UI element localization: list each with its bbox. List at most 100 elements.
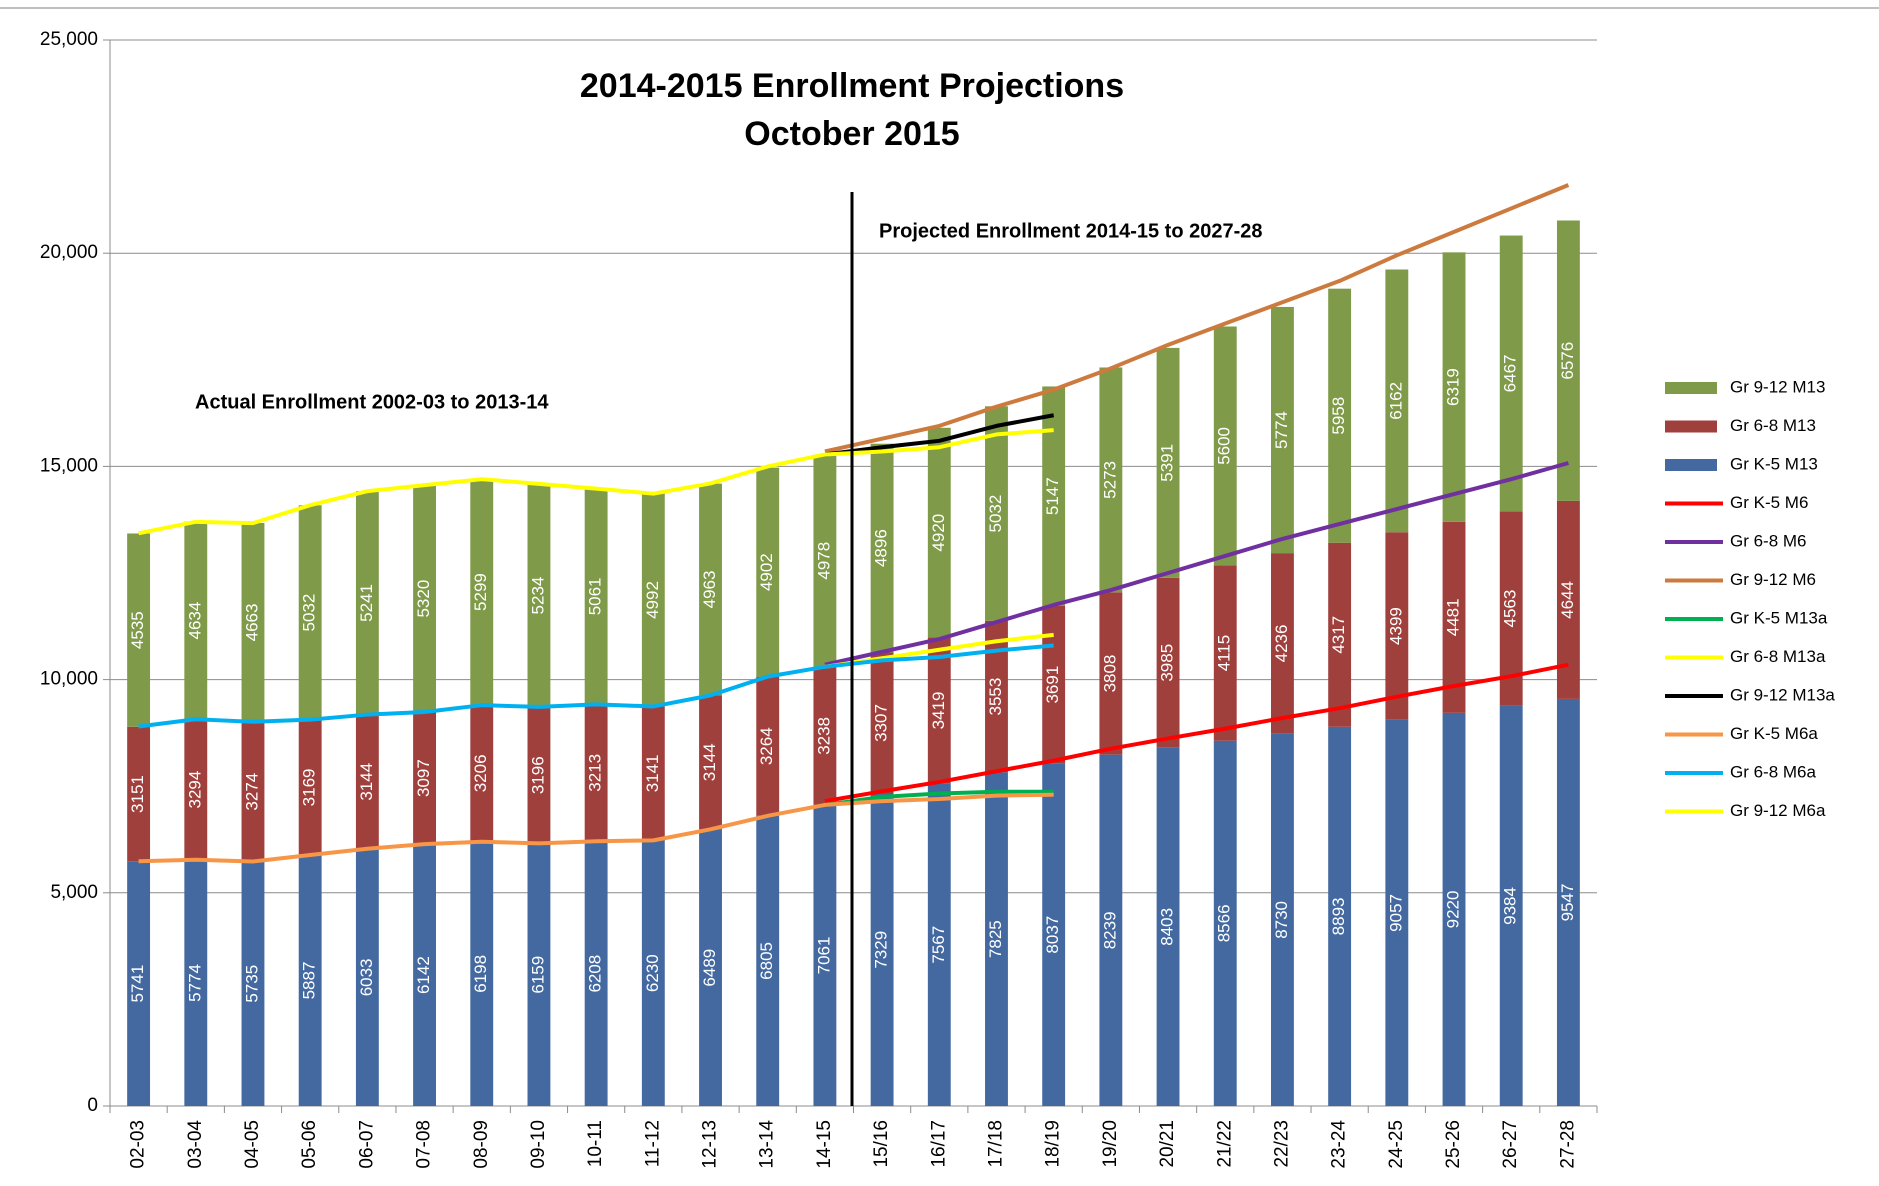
bar-segment [699,695,722,830]
bar-segment [1099,754,1123,1106]
legend-label: Gr K-5 M13 [1730,454,1818,473]
data-label: 8239 [1100,911,1119,949]
data-label: 3553 [986,678,1005,716]
bar-segment [413,844,436,1106]
bar-segment [1385,719,1409,1106]
chart-title: 2014-2015 Enrollment Projections [580,67,1124,105]
x-tick-label: 08-09 [471,1120,492,1169]
data-label: 5320 [414,580,433,618]
data-label: 4992 [643,581,662,619]
data-label: 3264 [757,727,776,765]
x-tick-label: 19/20 [1100,1120,1121,1168]
data-label: 4535 [128,611,147,649]
data-label: 7061 [814,937,833,975]
bar-segment [756,467,780,677]
bar-segment [298,505,322,720]
data-label: 7329 [872,931,891,969]
bar-segment [870,652,894,794]
data-label: 4115 [1215,635,1234,672]
data-label: 5032 [986,495,1005,533]
legend-label: Gr K-5 M6 [1730,493,1808,512]
x-tick-label: 26-27 [1500,1120,1521,1169]
bar-segment [1442,521,1466,713]
data-label: 5774 [185,964,204,1002]
x-tick-label: 03-04 [185,1120,206,1169]
bar-segment [584,488,608,705]
bar-segment [1499,235,1523,512]
x-tick-label: 12-13 [700,1120,721,1169]
data-label: 3808 [1100,655,1119,693]
legend-label: Gr K-5 M6a [1730,724,1818,743]
data-label: 5061 [586,577,605,615]
bar-segment [985,772,1008,1106]
bar-segment [1042,386,1066,606]
bar-segment [1499,511,1523,706]
data-label: 3307 [872,704,891,742]
legend-label: Gr 9-12 M6a [1730,801,1826,820]
bar-segment [870,443,894,653]
bar-segment [813,454,837,667]
x-tick-label: 18/19 [1043,1120,1064,1168]
x-tick-label: 16/17 [928,1120,949,1168]
annotation: Actual Enrollment 2002-03 to 2013-14 [195,391,549,413]
data-label: 6208 [586,955,605,993]
data-label: 5032 [300,594,319,632]
x-tick-label: 11-12 [642,1120,663,1167]
data-label: 6805 [757,942,776,980]
data-label: 6319 [1444,368,1463,406]
data-label: 3141 [643,754,662,792]
legend-label: Gr 9-12 M13a [1730,685,1835,704]
bar-segment [699,829,722,1106]
bar-segment [127,533,151,727]
bar-segment [1099,592,1123,755]
data-label: 4663 [242,604,261,642]
y-tick-label: 5,000 [50,882,98,903]
x-tick-label: 21/22 [1214,1120,1235,1168]
x-tick-label: 09-10 [528,1120,549,1169]
bar-segment [127,861,151,1106]
data-label: 4563 [1501,590,1520,628]
data-label: 4644 [1558,581,1577,619]
legend-swatch [1665,382,1717,394]
x-tick-label: 15/16 [871,1120,892,1168]
data-label: 6159 [528,956,547,994]
bar-segment [1556,500,1580,699]
legend-swatch [1665,459,1717,471]
line-series [138,792,1054,864]
bar-segment [813,666,837,805]
data-label: 8893 [1329,897,1348,935]
data-label: 7567 [929,926,948,964]
data-label: 3169 [300,769,319,807]
bar-segment [1042,763,1066,1106]
x-tick-label: 27-28 [1557,1120,1578,1169]
bar-segment [584,841,608,1106]
line-series [138,643,1054,729]
x-tick-label: 17/18 [985,1120,1006,1168]
data-label: 5887 [300,962,319,1000]
x-tick-label: 13-14 [757,1120,778,1169]
bar-segment [413,712,436,845]
data-label: 4963 [700,571,719,609]
y-tick-label: 0 [87,1095,98,1116]
bar-segment [1271,306,1294,554]
bar-segment [355,848,379,1106]
legend-label: Gr 6-8 M6 [1730,531,1807,550]
data-label: 6576 [1558,342,1577,380]
x-tick-label: 02-03 [128,1120,149,1169]
bar-segment [298,854,322,1106]
bar-segment [1213,740,1237,1106]
bar-segment [127,726,151,862]
data-label: 3238 [814,717,833,755]
bar-segment [1271,733,1294,1106]
data-label: 4399 [1386,607,1405,645]
bar-segment [699,483,722,696]
data-label: 6467 [1501,355,1520,393]
data-label: 4236 [1272,625,1291,663]
data-label: 5147 [1043,477,1062,515]
line-series [138,428,1054,536]
x-tick-label: 14-15 [814,1120,835,1169]
data-label: 9220 [1444,891,1463,929]
data-label: 5391 [1158,444,1177,482]
